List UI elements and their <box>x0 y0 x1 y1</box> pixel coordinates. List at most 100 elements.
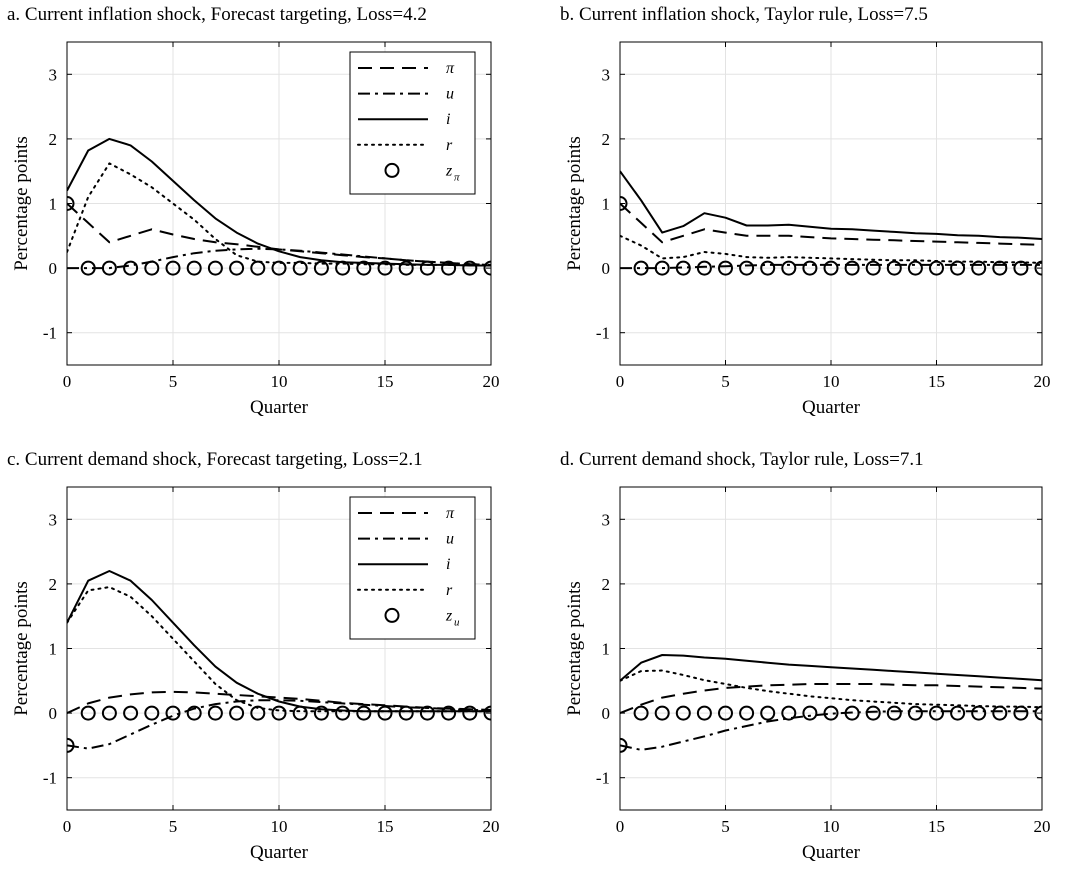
legend-label: u <box>446 531 454 548</box>
panel-title: c. Current demand shock, Forecast target… <box>7 449 423 470</box>
series-line-dotted <box>67 586 491 713</box>
x-tick-label: 15 <box>928 817 945 836</box>
series-z-point <box>419 260 435 276</box>
series-z-point <box>929 705 944 721</box>
series-z-point <box>313 705 329 721</box>
x-tick-label: 10 <box>823 817 840 836</box>
series-z-point <box>186 705 202 721</box>
x-axis-label: Quarter <box>802 842 861 863</box>
x-axis-label: Quarter <box>250 842 309 863</box>
series-z-point <box>313 260 329 276</box>
series-z-point <box>760 260 776 276</box>
legend-label: z <box>445 607 453 624</box>
series-line-dashed <box>620 683 1042 715</box>
series-z-point <box>844 705 860 721</box>
series-z-point <box>823 260 839 276</box>
x-tick-label: 0 <box>63 372 72 391</box>
y-tick-label: 2 <box>49 575 58 594</box>
series-line-dashed <box>620 202 1042 246</box>
x-tick-label: 20 <box>1034 817 1051 836</box>
series-z-point <box>971 260 987 276</box>
y-tick-label: 0 <box>602 259 611 278</box>
y-tick-label: 3 <box>602 510 611 529</box>
x-tick-label: 15 <box>928 372 945 391</box>
x-tick-label: 5 <box>169 372 178 391</box>
panel-a: a. Current inflation shock, Forecast tar… <box>7 4 500 418</box>
series-z-point <box>80 705 96 721</box>
series-z-point <box>377 705 393 721</box>
x-tick-label: 0 <box>63 817 72 836</box>
x-tick-label: 20 <box>483 817 500 836</box>
series-z-point <box>992 705 1008 721</box>
series-z-point <box>462 705 478 721</box>
series-line-dashdot <box>620 263 1042 270</box>
legend-label: z <box>445 162 453 179</box>
x-tick-label: 10 <box>271 817 288 836</box>
series-z-point <box>760 705 776 721</box>
series-z-point <box>144 260 160 276</box>
series-z-point <box>907 260 923 276</box>
legend-label: u <box>446 86 454 103</box>
series-z-point <box>781 705 797 721</box>
y-tick-label: 1 <box>49 195 58 214</box>
legend-label: π <box>446 505 455 522</box>
y-tick-label: 0 <box>49 704 58 723</box>
series-z-point <box>80 260 96 276</box>
legend-swatch-circle <box>384 607 400 623</box>
series-line-dashed <box>67 202 491 266</box>
series-z-point <box>802 705 818 721</box>
panel-b: b. Current inflation shock, Taylor rule,… <box>560 4 1051 418</box>
series-z-point <box>292 260 308 276</box>
series-z-point <box>335 705 351 721</box>
series-line-dotted <box>67 162 491 267</box>
series-z-point <box>654 705 670 721</box>
y-tick-label: 1 <box>602 640 611 659</box>
series-line-dashdot <box>67 247 491 270</box>
series-group <box>620 170 1042 276</box>
series-z-point <box>739 705 755 721</box>
y-tick-label: 3 <box>49 65 58 84</box>
y-tick-label: 2 <box>602 130 611 149</box>
series-z-point <box>356 260 372 276</box>
series-z-point <box>929 260 944 276</box>
series-z-point <box>419 705 435 721</box>
x-axis-label: Quarter <box>802 397 861 418</box>
series-z-point <box>229 260 245 276</box>
x-tick-label: 10 <box>823 372 840 391</box>
series-z-point <box>483 705 491 721</box>
y-axis-label: Percentage points <box>564 136 585 271</box>
series-z-point <box>718 260 733 276</box>
series-z-point <box>1034 705 1042 721</box>
series-z-point <box>675 260 691 276</box>
x-tick-label: 5 <box>169 817 178 836</box>
y-tick-label: -1 <box>596 324 610 343</box>
series-z-point <box>654 260 670 276</box>
series-z-point <box>907 705 923 721</box>
y-axis-label: Percentage points <box>11 136 32 271</box>
series-z-point <box>123 705 139 721</box>
series-group <box>67 570 491 753</box>
series-z-point <box>950 705 966 721</box>
series-z-point <box>144 705 160 721</box>
series-z-point <box>462 260 478 276</box>
panel-c: c. Current demand shock, Forecast target… <box>7 449 500 863</box>
legend-label: π <box>446 60 455 77</box>
series-z-point <box>292 705 308 721</box>
x-tick-label: 15 <box>377 372 394 391</box>
series-z-point <box>186 260 202 276</box>
series-z-point <box>1013 260 1029 276</box>
legend-swatch-circle <box>384 162 400 178</box>
series-group <box>67 137 491 276</box>
series-z-point <box>67 196 75 211</box>
x-tick-label: 10 <box>271 372 288 391</box>
series-z-point <box>335 260 351 276</box>
series-z-point <box>123 260 139 276</box>
series-z-point <box>229 705 245 721</box>
y-tick-label: 1 <box>49 640 58 659</box>
y-tick-label: 1 <box>602 195 611 214</box>
series-group <box>620 654 1042 753</box>
y-tick-label: 0 <box>602 704 611 723</box>
